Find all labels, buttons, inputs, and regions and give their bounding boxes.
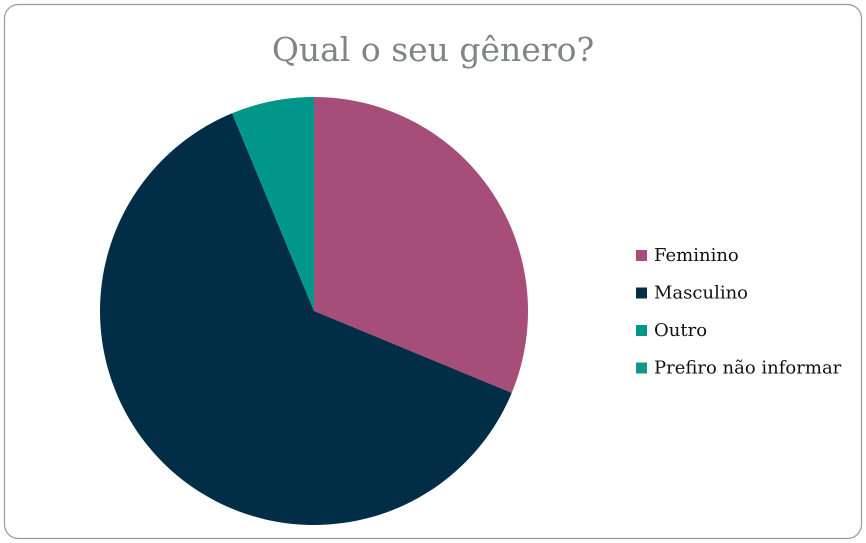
legend-label: Prefiro não informar: [654, 358, 842, 379]
legend-swatch: [636, 250, 647, 261]
legend-swatch: [636, 287, 647, 299]
legend-label: Outro: [654, 320, 707, 341]
legend-swatch: [636, 325, 647, 336]
legend-label: Feminino: [654, 245, 739, 266]
legend-swatch: [636, 362, 647, 374]
pie-slice: [99, 113, 512, 526]
legend-label: Masculino: [654, 283, 748, 304]
pie-slice: [314, 97, 528, 393]
pie-slice: [232, 97, 314, 311]
chart-title: Qual o seu gênero?: [272, 30, 594, 69]
